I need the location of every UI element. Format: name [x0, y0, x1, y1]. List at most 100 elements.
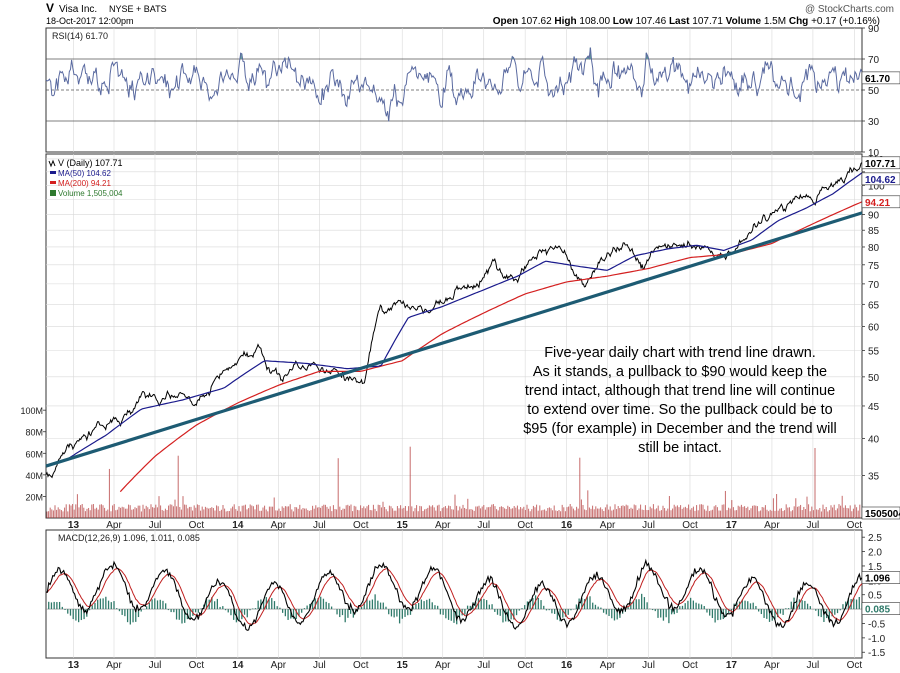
rsi-legend-label: RSI(14) 61.70: [52, 31, 108, 41]
macd-legend-label: MACD(12,26,9) 1.096, 1.011, 0.085: [58, 533, 200, 543]
price-tick-label: 60: [868, 322, 880, 333]
price-x-tick-label: 14: [232, 520, 244, 531]
quote-label: Chg: [786, 16, 811, 27]
price-tick-label: 40: [868, 435, 880, 446]
macd-x-tick-label: Jul: [149, 660, 162, 671]
macd-x-tick-label: Apr: [764, 660, 780, 671]
price-tick-label: 55: [868, 347, 880, 358]
legend-ma50: MA(50) 104.62: [58, 169, 111, 178]
macd-x-tick-label: 17: [726, 660, 738, 671]
trend-line: [45, 211, 863, 468]
annotation-line: to extend over time. So the pullback cou…: [527, 402, 833, 418]
price-line: [45, 161, 863, 479]
chart-header: V Visa Inc. NYSE + BATS 18-Oct-2017 12:0…: [46, 1, 894, 27]
symbol: V: [46, 1, 54, 15]
price-x-tick-label: Apr: [271, 520, 287, 531]
price-tick-label: 70: [868, 280, 880, 291]
rsi-line: [45, 47, 863, 122]
annotation-line: Five-year daily chart with trend line dr…: [544, 345, 816, 361]
macd-tick-label: -0.5: [868, 619, 886, 630]
price-last-label-box: [861, 156, 900, 170]
legend-price-icon: [48, 159, 56, 168]
price-x-tick-label: Jul: [313, 520, 326, 531]
price-x-tick-label: Apr: [106, 520, 122, 531]
macd-signal-line: [45, 568, 863, 625]
price-x-tick-label: 13: [68, 520, 80, 531]
ma50-last-label: 104.62: [865, 175, 896, 186]
price-x-tick-label: Jul: [642, 520, 655, 531]
macd-hist-last-label-box: [861, 602, 900, 615]
price-x-tick-label: Apr: [764, 520, 780, 531]
legend-ma200: MA(200) 94.21: [58, 179, 111, 188]
price-x-tick-label: Jul: [149, 520, 162, 531]
quote-value: 107.62: [521, 16, 552, 27]
macd-x-tick-label: Jul: [642, 660, 655, 671]
macd-x-tick-label: Apr: [435, 660, 451, 671]
axes: 3540455055606570758085901001101313AprApr…: [20, 24, 900, 671]
rsi-tick-label: 90: [868, 24, 880, 35]
legend-volume-swatch: [50, 190, 56, 196]
macd-x-tick-label: Jul: [807, 660, 820, 671]
price-series: [45, 161, 863, 493]
volume-tick-label: 60M: [25, 449, 43, 459]
ma50-line: [65, 172, 863, 461]
annotation-line: still be intact.: [638, 440, 722, 456]
quote-value: 107.46: [636, 16, 667, 27]
macd-x-tick-label: 16: [561, 660, 573, 671]
annotation-line: $95 (for example) in December and the tr…: [523, 421, 837, 437]
price-x-tick-label: 16: [561, 520, 573, 531]
volume-bars: [46, 446, 861, 518]
price-legend: V (Daily) 107.71 MA(50) 104.62 MA(200) 9…: [48, 158, 123, 198]
macd-last-label: 1.096: [865, 574, 890, 585]
macd-legend: MACD(12,26,9) 1.096, 1.011, 0.085: [58, 533, 200, 543]
macd-x-tick-label: Oct: [682, 660, 698, 671]
legend-volume: Volume 1,505,004: [58, 189, 123, 198]
macd-tick-label: -1.5: [868, 648, 886, 659]
quote-value: 1.5M: [764, 16, 786, 27]
macd-tick-label: 2.0: [868, 548, 882, 559]
legend-ma200-swatch: [50, 181, 56, 184]
rsi-tick-label: 10: [868, 148, 880, 159]
price-x-tick-label: Apr: [600, 520, 616, 531]
price-x-tick-label: Oct: [847, 520, 863, 531]
macd-x-tick-label: 13: [68, 660, 80, 671]
rsi-legend: RSI(14) 61.70: [52, 31, 108, 41]
macd-x-tick-label: Apr: [271, 660, 287, 671]
price-tick-label: 65: [868, 300, 880, 311]
quote-label: Open: [493, 16, 521, 27]
macd-tick-label: 2.5: [868, 533, 882, 544]
quote-date: 18-Oct-2017 12:00pm: [46, 16, 134, 26]
quote-label: Volume: [723, 16, 764, 27]
macd-x-tick-label: 15: [397, 660, 409, 671]
macd-x-tick-label: 14: [232, 660, 244, 671]
volume-last-label: 1505004: [865, 509, 900, 520]
price-x-tick-label: Jul: [477, 520, 490, 531]
annotation-line: trend intact, although that trend line w…: [525, 383, 835, 399]
price-x-tick-label: 17: [726, 520, 738, 531]
macd-x-tick-label: Apr: [600, 660, 616, 671]
rsi-series: [45, 47, 863, 122]
price-tick-label: 100: [868, 181, 885, 192]
rsi-tick-label: 30: [868, 117, 880, 128]
exchange: NYSE + BATS: [109, 4, 167, 14]
ma200-last-label: 94.21: [865, 198, 890, 209]
legend-ma50-swatch: [50, 171, 56, 174]
quote-summary: Open 107.62 High 108.00 Low 107.46 Last …: [493, 16, 880, 27]
volume-tick-label: 100M: [20, 406, 43, 416]
legend-price: V (Daily) 107.71: [58, 158, 123, 168]
ma50-last-label-box: [861, 172, 900, 186]
price-tick-label: 35: [868, 471, 880, 482]
annotation-text: Five-year daily chart with trend line dr…: [523, 345, 837, 456]
macd-x-tick-label: Oct: [353, 660, 369, 671]
price-tick-label: 50: [868, 373, 880, 384]
rsi-tick-label: 50: [868, 86, 880, 97]
macd-tick-label: 1.5: [868, 562, 882, 573]
price-x-tick-label: Jul: [807, 520, 820, 531]
volume-last-label-box: [861, 506, 900, 520]
macd-x-tick-label: Jul: [313, 660, 326, 671]
rsi-last-label-box: [861, 71, 900, 85]
macd-hist-last-label: 0.085: [865, 605, 890, 616]
volume-tick-label: 40M: [25, 471, 43, 481]
grid: [46, 28, 862, 658]
